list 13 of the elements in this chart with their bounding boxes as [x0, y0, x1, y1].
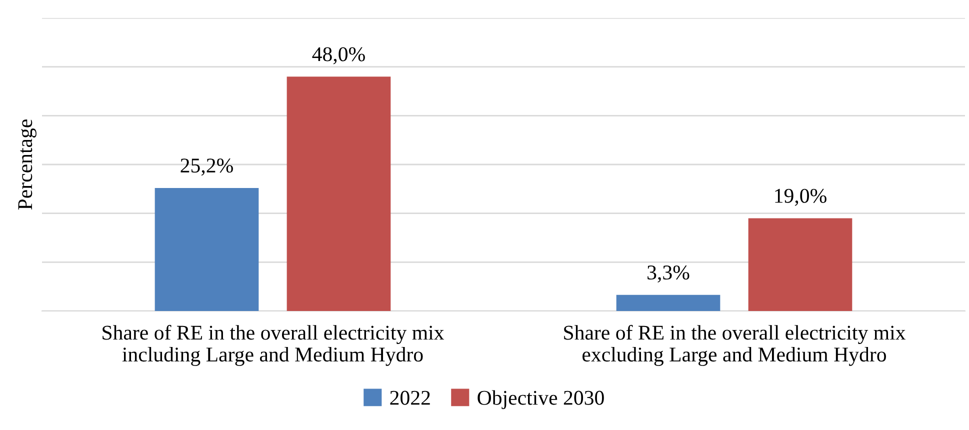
bar — [286, 76, 391, 311]
data-label: 48,0% — [312, 47, 365, 64]
data-label: 19,0% — [775, 188, 826, 206]
bar — [616, 294, 720, 311]
data-label: 25,2% — [180, 158, 233, 176]
y-axis-title: Percentage — [18, 120, 36, 210]
x-tick-label: Share of RE in the overall electricity mix excluding Large and Medium Hydro — [564, 324, 906, 366]
x-tick-label: Share of RE in the overall electricity mix including Large and Medium Hydro — [102, 324, 444, 366]
legend-label: 2022 — [390, 390, 430, 405]
data-label: 3,3% — [648, 265, 690, 283]
legend-label: Objective 2030 — [478, 390, 604, 410]
bar — [748, 218, 852, 311]
bar — [154, 188, 259, 311]
